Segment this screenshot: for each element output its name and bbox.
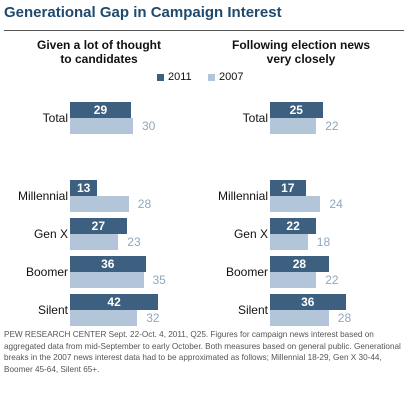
bar-2007-value-label: 28 xyxy=(337,311,352,325)
right-panel-title-line2: very closely xyxy=(266,52,336,66)
bar-2011 xyxy=(70,102,131,118)
left-panel-title: Given a lot of thought to candidates xyxy=(14,38,184,66)
legend-label-2011: 2011 xyxy=(168,71,192,83)
bar-2007-value-label: 22 xyxy=(325,119,339,133)
bar-2007 xyxy=(270,234,308,250)
footnote: PEW RESEARCH CENTER Sept. 22-Oct. 4, 201… xyxy=(4,330,401,374)
bar-2011-value-label: 25 xyxy=(289,103,303,117)
bar-2011 xyxy=(70,294,159,310)
category-label-boomer: Boomer xyxy=(225,265,268,279)
category-label-total: Total xyxy=(242,111,268,125)
bar-2011-value-label: 36 xyxy=(101,257,115,271)
category-label-silent: Silent xyxy=(37,303,68,317)
legend: 2011 2007 xyxy=(157,71,267,85)
category-label-millennial: Millennial xyxy=(17,189,68,203)
bar-2011-value-label: 28 xyxy=(292,257,307,271)
bar-2007 xyxy=(270,272,317,288)
bar-2007 xyxy=(270,310,329,326)
bar-2011-value-label: 13 xyxy=(76,181,91,195)
left-panel-title-line2: to candidates xyxy=(60,52,138,66)
category-label-boomer: Boomer xyxy=(25,265,68,279)
bar-2011 xyxy=(270,180,306,196)
category-label-total: Total xyxy=(42,111,68,125)
bar-2007 xyxy=(70,118,133,134)
chart-title: Generational Gap in Campaign Interest xyxy=(4,4,282,21)
category-label-gen-x: Gen X xyxy=(233,227,268,241)
right-panel-title: Following election news very closely xyxy=(216,38,386,66)
bar-2007-value-label: 32 xyxy=(146,311,160,325)
bar-2011 xyxy=(270,102,323,118)
bar-2007 xyxy=(70,310,138,326)
bar-2011 xyxy=(270,256,329,272)
bar-2011-value-label: 17 xyxy=(281,181,295,195)
category-label-gen-x: Gen X xyxy=(33,227,68,241)
bar-2007-value-label: 28 xyxy=(137,197,152,211)
bar-2007 xyxy=(70,272,144,288)
bar-2011 xyxy=(270,294,346,310)
left-panel-title-line1: Given a lot of thought xyxy=(37,38,161,52)
bar-2011-value-label: 22 xyxy=(286,219,300,233)
title-divider xyxy=(4,30,404,31)
bar-2011 xyxy=(70,180,98,196)
bar-2011 xyxy=(270,218,317,234)
bar-2007 xyxy=(270,196,321,212)
bar-2011 xyxy=(70,256,146,272)
category-label-silent: Silent xyxy=(237,303,268,317)
bar-2007-value-label: 35 xyxy=(152,273,166,287)
bar-2007-value-label: 18 xyxy=(316,235,331,249)
category-label-millennial: Millennial xyxy=(217,189,268,203)
bar-2011-value-label: 27 xyxy=(91,219,106,233)
right-panel-title-line1: Following election news xyxy=(231,38,370,52)
bar-2011-value-label: 36 xyxy=(301,295,315,309)
bar-2007-value-label: 23 xyxy=(127,235,141,249)
bar-2007-value-label: 22 xyxy=(325,273,339,287)
legend-swatch-2007 xyxy=(208,74,215,81)
bar-2011 xyxy=(70,218,127,234)
bar-2007 xyxy=(270,118,317,134)
bar-2011-value-label: 29 xyxy=(93,103,108,117)
legend-swatch-2011 xyxy=(157,74,164,81)
bar-2007-value-label: 30 xyxy=(142,119,156,133)
bar-2007 xyxy=(70,196,129,212)
legend-label-2007: 2007 xyxy=(219,71,244,83)
bar-2007-value-label: 24 xyxy=(329,197,343,211)
bar-2011-value-label: 42 xyxy=(107,295,121,309)
bar-2007 xyxy=(70,234,119,250)
